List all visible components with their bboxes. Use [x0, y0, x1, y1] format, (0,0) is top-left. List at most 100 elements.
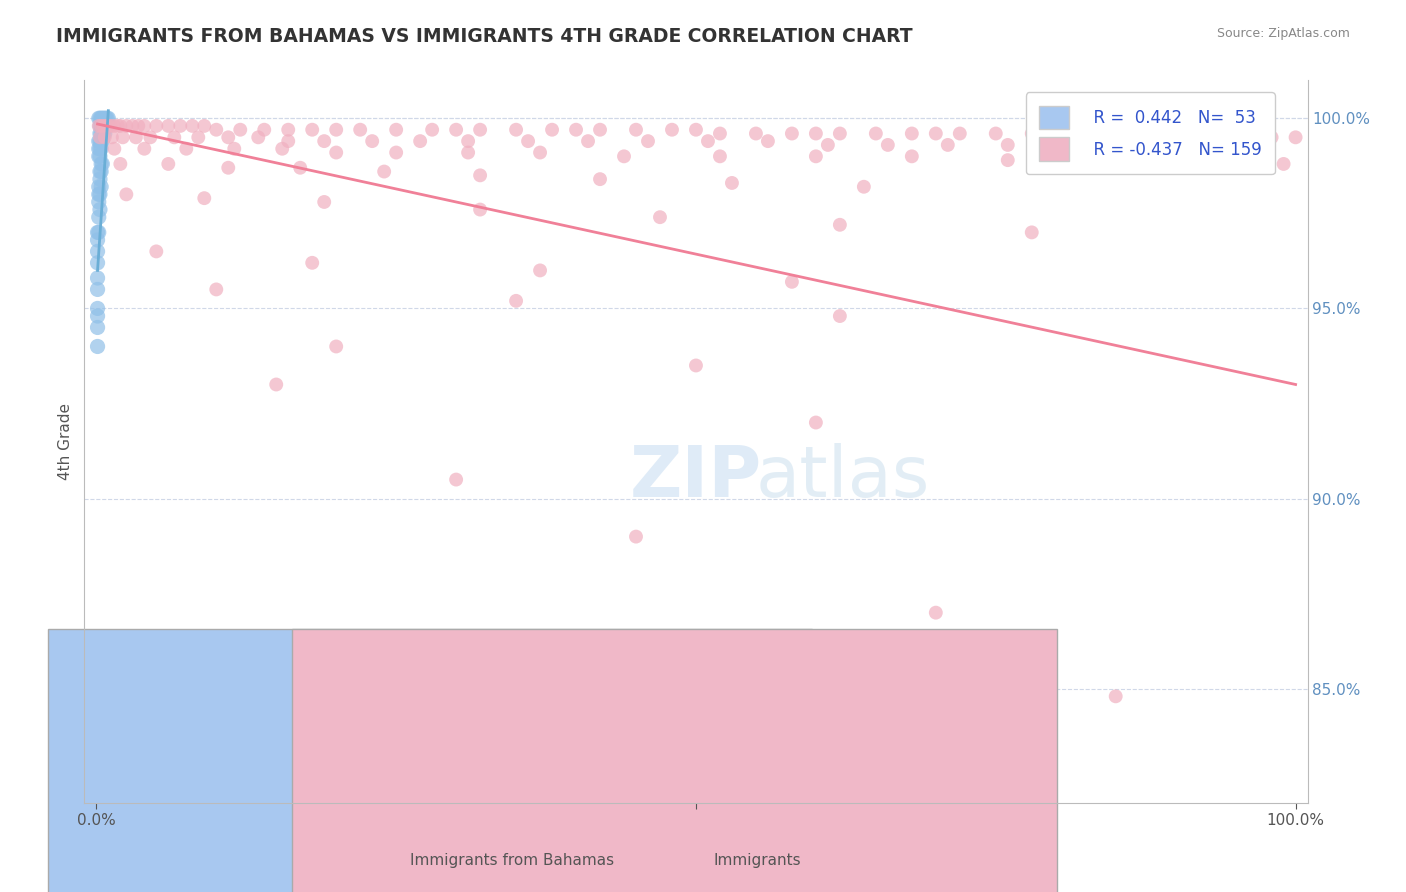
Point — [91, 134, 114, 148]
Point — [1188, 127, 1211, 141]
Point — [314, 194, 336, 209]
Point — [1284, 130, 1306, 145]
Point — [901, 127, 924, 141]
Point — [87, 149, 110, 163]
Point — [301, 122, 323, 136]
Point — [624, 530, 647, 544]
Point — [127, 119, 149, 133]
Point — [314, 134, 336, 148]
Point — [925, 127, 948, 141]
Point — [86, 244, 108, 259]
Point — [96, 112, 118, 126]
Point — [229, 122, 252, 136]
Point — [589, 172, 612, 186]
Point — [181, 119, 204, 133]
Point — [385, 145, 408, 160]
Point — [90, 157, 112, 171]
Point — [93, 127, 115, 141]
Point — [94, 119, 117, 133]
Point — [110, 119, 132, 133]
Point — [1092, 153, 1115, 168]
Point — [103, 119, 125, 133]
Point — [145, 244, 167, 259]
Point — [87, 226, 110, 240]
Point — [997, 137, 1019, 152]
Point — [89, 172, 111, 186]
Point — [1260, 130, 1282, 145]
Point — [325, 339, 347, 353]
Point — [565, 122, 588, 136]
Point — [685, 122, 707, 136]
Point — [1056, 137, 1078, 152]
Point — [89, 130, 111, 145]
Point — [86, 233, 108, 247]
Point — [1177, 137, 1199, 152]
Point — [828, 127, 851, 141]
Point — [613, 149, 636, 163]
Point — [89, 149, 111, 163]
Point — [87, 194, 110, 209]
Point — [468, 202, 491, 217]
Point — [253, 122, 276, 136]
Point — [271, 142, 294, 156]
Point — [1236, 142, 1258, 156]
Point — [93, 112, 115, 126]
Y-axis label: 4th Grade: 4th Grade — [58, 403, 73, 480]
Point — [804, 149, 827, 163]
Point — [87, 112, 110, 126]
Point — [217, 130, 239, 145]
Point — [157, 119, 180, 133]
Point — [361, 134, 384, 148]
Point — [457, 145, 479, 160]
Point — [780, 275, 803, 289]
Point — [505, 293, 527, 308]
Point — [277, 134, 299, 148]
Point — [721, 176, 744, 190]
Point — [111, 130, 134, 145]
Point — [96, 119, 118, 133]
Point — [87, 210, 110, 224]
Point — [174, 142, 197, 156]
Point — [90, 112, 112, 126]
Point — [93, 130, 117, 145]
Point — [637, 134, 659, 148]
Point — [852, 179, 875, 194]
Point — [576, 134, 599, 148]
FancyBboxPatch shape — [48, 630, 813, 892]
Point — [93, 119, 115, 133]
Point — [89, 127, 111, 141]
Point — [91, 119, 114, 133]
Point — [89, 134, 111, 148]
Point — [828, 309, 851, 323]
Point — [89, 142, 111, 156]
Point — [325, 145, 347, 160]
Point — [93, 127, 117, 141]
Point — [93, 119, 117, 133]
Point — [385, 122, 408, 136]
Point — [1188, 153, 1211, 168]
Point — [1021, 127, 1043, 141]
Point — [90, 127, 112, 141]
Point — [91, 157, 114, 171]
Point — [89, 202, 111, 217]
Point — [94, 119, 117, 133]
Point — [86, 320, 108, 334]
Point — [936, 137, 959, 152]
Text: Source: ZipAtlas.com: Source: ZipAtlas.com — [1216, 27, 1350, 40]
Point — [224, 142, 246, 156]
Point — [1116, 137, 1139, 152]
Point — [517, 134, 540, 148]
Point — [169, 119, 191, 133]
Point — [301, 256, 323, 270]
Point — [444, 122, 467, 136]
Text: IMMIGRANTS FROM BAHAMAS VS IMMIGRANTS 4TH GRADE CORRELATION CHART: IMMIGRANTS FROM BAHAMAS VS IMMIGRANTS 4T… — [56, 27, 912, 45]
Point — [529, 263, 551, 277]
FancyBboxPatch shape — [292, 630, 1057, 892]
Point — [420, 122, 443, 136]
Point — [86, 226, 108, 240]
Point — [648, 210, 671, 224]
Point — [97, 112, 120, 126]
Point — [134, 142, 156, 156]
Text: Immigrants from Bahamas: Immigrants from Bahamas — [411, 854, 614, 869]
Point — [1140, 127, 1163, 141]
